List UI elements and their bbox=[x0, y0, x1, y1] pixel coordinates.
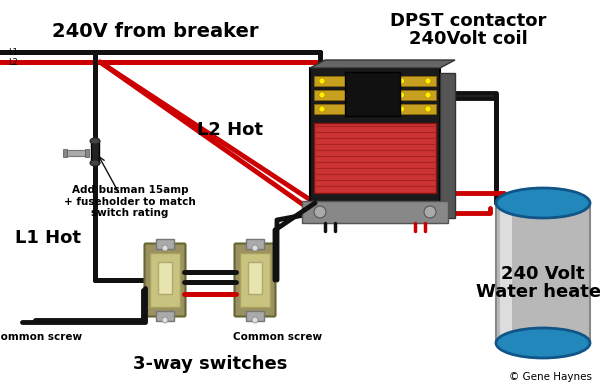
Circle shape bbox=[319, 78, 325, 84]
Ellipse shape bbox=[90, 138, 100, 144]
FancyBboxPatch shape bbox=[145, 244, 185, 317]
Circle shape bbox=[425, 106, 431, 112]
Bar bbox=[85, 149, 89, 157]
Bar bbox=[63, 149, 67, 157]
Bar bbox=[310, 68, 440, 223]
Ellipse shape bbox=[496, 328, 590, 358]
Bar bbox=[240, 253, 270, 307]
Text: 240V from breaker: 240V from breaker bbox=[52, 22, 258, 41]
Text: 240 Volt: 240 Volt bbox=[501, 265, 585, 283]
Polygon shape bbox=[310, 60, 455, 68]
Text: L1 Hot: L1 Hot bbox=[15, 229, 81, 247]
Bar bbox=[156, 311, 174, 321]
Circle shape bbox=[425, 78, 431, 84]
Text: L2 Hot: L2 Hot bbox=[197, 121, 263, 139]
Bar bbox=[91, 141, 99, 163]
Circle shape bbox=[314, 206, 326, 218]
Bar bbox=[314, 90, 436, 100]
Bar bbox=[500, 203, 512, 343]
Bar bbox=[158, 262, 172, 294]
Bar bbox=[248, 262, 262, 294]
Bar bbox=[314, 76, 436, 86]
Text: © Gene Haynes: © Gene Haynes bbox=[509, 372, 592, 382]
Circle shape bbox=[372, 92, 378, 98]
Bar bbox=[345, 72, 400, 116]
Bar bbox=[496, 203, 590, 343]
Bar bbox=[314, 104, 436, 114]
Circle shape bbox=[346, 92, 352, 98]
Circle shape bbox=[162, 317, 168, 323]
Bar bbox=[314, 123, 436, 193]
Circle shape bbox=[252, 245, 258, 251]
Circle shape bbox=[346, 78, 352, 84]
Text: 240Volt coil: 240Volt coil bbox=[409, 30, 527, 48]
Ellipse shape bbox=[90, 160, 100, 166]
Text: 3-way switches: 3-way switches bbox=[133, 355, 287, 373]
Circle shape bbox=[372, 78, 378, 84]
Bar bbox=[246, 311, 264, 321]
Text: L2: L2 bbox=[8, 58, 18, 67]
Circle shape bbox=[252, 317, 258, 323]
Bar bbox=[156, 239, 174, 249]
Circle shape bbox=[425, 92, 431, 98]
Circle shape bbox=[424, 206, 436, 218]
Circle shape bbox=[319, 92, 325, 98]
FancyBboxPatch shape bbox=[235, 244, 275, 317]
FancyBboxPatch shape bbox=[440, 73, 455, 218]
Text: Add busman 15amp
+ fuseholder to match
switch rating: Add busman 15amp + fuseholder to match s… bbox=[64, 185, 196, 218]
Text: Common screw: Common screw bbox=[233, 332, 323, 342]
Bar bbox=[302, 201, 448, 223]
Bar bbox=[150, 253, 180, 307]
Circle shape bbox=[398, 92, 404, 98]
Circle shape bbox=[346, 106, 352, 112]
Bar bbox=[246, 239, 264, 249]
Circle shape bbox=[372, 106, 378, 112]
Text: L1: L1 bbox=[8, 47, 18, 56]
Circle shape bbox=[162, 245, 168, 251]
Circle shape bbox=[398, 78, 404, 84]
Text: DPST contactor: DPST contactor bbox=[390, 12, 546, 30]
Circle shape bbox=[398, 106, 404, 112]
Bar bbox=[65, 150, 87, 156]
Text: Water heater: Water heater bbox=[476, 283, 600, 301]
Ellipse shape bbox=[496, 188, 590, 218]
Circle shape bbox=[319, 106, 325, 112]
Text: Common screw: Common screw bbox=[0, 332, 83, 342]
